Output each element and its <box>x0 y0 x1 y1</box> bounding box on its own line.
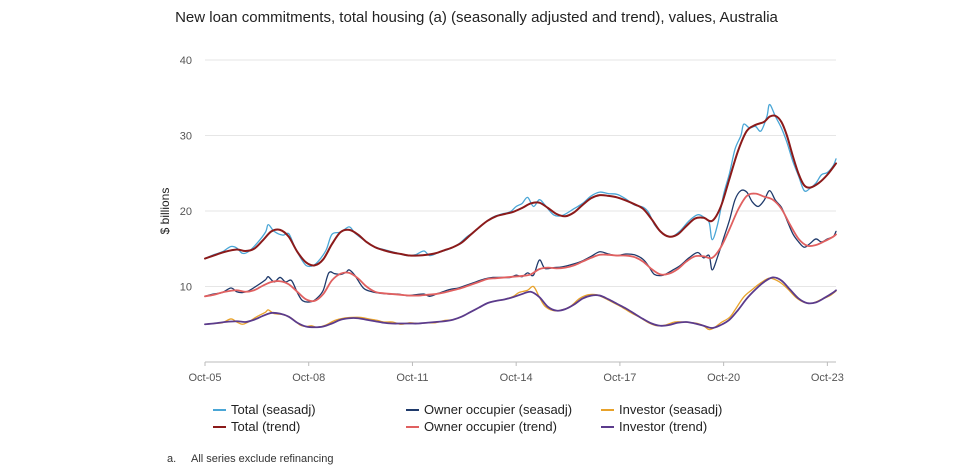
x-tick-label: Oct-08 <box>292 372 325 384</box>
legend-swatch <box>601 408 614 411</box>
y-axis-label: $ billions <box>158 188 172 235</box>
legend-label: Owner occupier (seasadj) <box>424 402 573 417</box>
y-tick-label: 20 <box>180 206 192 218</box>
legend-item[interactable]: Investor (seasadj) <box>601 402 722 417</box>
footnote-text: All series exclude refinancing <box>191 453 334 465</box>
y-tick-label: 40 <box>180 55 192 67</box>
footnote-mark: a. <box>167 453 177 465</box>
series-line-investor-trend[interactable] <box>204 276 837 329</box>
footnote: a. All series exclude refinancing <box>167 453 333 465</box>
x-tick-label: Oct-17 <box>603 372 636 384</box>
chart-title: New loan commitments, total housing (a) … <box>175 9 778 26</box>
x-tick-label: Oct-14 <box>500 372 533 384</box>
y-axis-ticks: 10 20 30 40 <box>180 55 192 294</box>
legend-label: Total (trend) <box>231 419 301 434</box>
legend-swatch <box>213 425 226 428</box>
legend-swatch <box>601 425 614 428</box>
x-axis-ticks: Oct-05 Oct-08 Oct-11 Oct-14 Oct-17 Oct-20 Oct-… <box>188 362 844 384</box>
series-line-owner-occupier-trend[interactable] <box>204 192 837 303</box>
series-line-total-seasadj[interactable] <box>204 103 837 268</box>
x-tick-label: Oct-11 <box>396 372 428 384</box>
y-tick-label: 30 <box>180 131 192 143</box>
legend-swatch <box>213 408 226 411</box>
y-tick-label: 10 <box>180 282 192 294</box>
legend-swatch <box>406 425 419 428</box>
legend-item[interactable]: Total (seasadj) <box>213 402 316 417</box>
gridlines <box>205 59 836 363</box>
x-tick-label: Oct-20 <box>707 372 740 384</box>
legend-swatch <box>406 408 419 411</box>
legend-item[interactable]: Investor (trend) <box>601 419 707 434</box>
series-line-investor-seasadj[interactable] <box>204 277 837 331</box>
legend-label: Investor (seasadj) <box>619 402 723 417</box>
legend-label: Owner occupier (trend) <box>424 419 557 434</box>
legend-item[interactable]: Total (trend) <box>213 419 300 434</box>
series-lines <box>204 103 837 331</box>
series-line-total-trend[interactable] <box>204 114 837 267</box>
legend-label: Investor (trend) <box>619 419 708 434</box>
x-tick-label: Oct-05 <box>188 372 221 384</box>
series-line-owner-occupier-seasadj[interactable] <box>204 189 837 303</box>
legend-item[interactable]: Owner occupier (seasadj) <box>406 402 572 417</box>
legend-item[interactable]: Owner occupier (trend) <box>406 419 557 434</box>
x-tick-label: Oct-23 <box>811 372 844 384</box>
legend-label: Total (seasadj) <box>231 402 316 417</box>
